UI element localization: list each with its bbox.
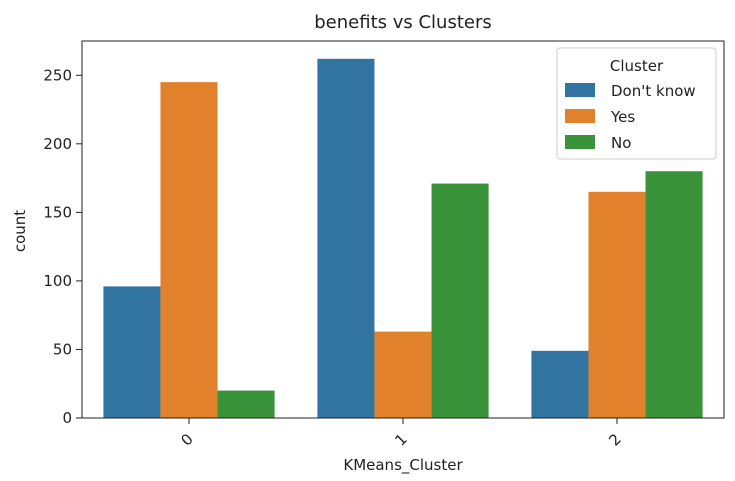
- bar: [374, 331, 432, 418]
- chart-title: benefits vs Clusters: [314, 12, 492, 33]
- bar: [531, 350, 589, 418]
- plot-frame: [81, 40, 725, 419]
- x-tick-label: 0: [177, 430, 196, 449]
- y-axis: 0 50 100 150 200 250: [43, 66, 82, 427]
- y-tick-label: 150: [43, 203, 72, 221]
- legend-label: No: [611, 134, 631, 152]
- y-axis-title: count: [11, 210, 29, 252]
- bar: [317, 58, 375, 419]
- x-axis-title: KMeans_Cluster: [343, 456, 463, 475]
- legend-swatch: [565, 135, 595, 149]
- bar: [431, 183, 489, 418]
- bar: [645, 171, 703, 418]
- x-tick-label: 1: [391, 430, 410, 449]
- bar: [103, 286, 161, 418]
- y-tick-label: 100: [43, 272, 72, 290]
- legend-label: Yes: [610, 108, 635, 126]
- x-tick-label: 2: [605, 430, 624, 449]
- bar: [217, 390, 275, 418]
- y-tick-label: 200: [43, 135, 72, 153]
- x-axis: 0 1 2: [177, 418, 625, 450]
- legend-title: Cluster: [610, 57, 664, 75]
- legend: Cluster Don't know Yes No: [556, 47, 717, 160]
- y-tick-label: 50: [53, 340, 72, 358]
- legend-label: Don't know: [611, 82, 696, 100]
- legend-swatch: [565, 83, 595, 97]
- y-tick-label: 250: [43, 66, 72, 84]
- bar: [588, 191, 646, 418]
- bar: [160, 82, 218, 419]
- legend-swatch: [565, 109, 595, 123]
- bars-group: [103, 58, 703, 419]
- legend-box: [556, 47, 717, 160]
- y-tick-label: 0: [62, 409, 72, 427]
